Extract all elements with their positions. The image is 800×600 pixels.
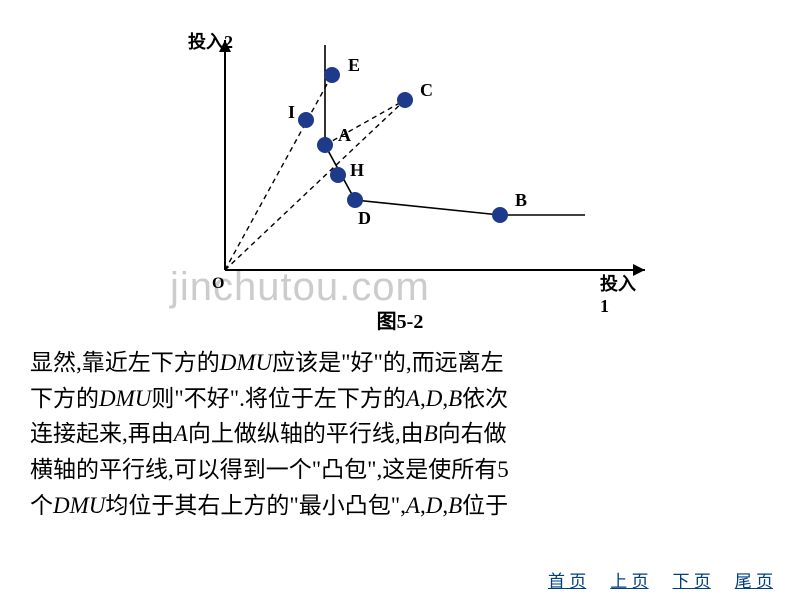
nav-last[interactable]: 尾 页 [735,572,773,591]
nav-prev[interactable]: 上 页 [610,572,648,591]
figure-caption: 图5-2 [0,305,800,334]
chart-svg: E C I AH D B [140,20,640,300]
body-paragraph: 显然,靠近左下方的DMU应该是"好"的,而远离左下方的DMU则"不好".将位于左… [30,345,770,523]
nav-next[interactable]: 下 页 [673,572,711,591]
svg-text:C: C [420,80,433,100]
svg-text:H: H [350,160,364,180]
nav-first[interactable]: 首 页 [548,572,586,591]
chart-container: ECIAHDB 投入2 投入1 O [140,20,640,300]
svg-text:I: I [288,102,295,122]
origin-label: O [212,275,224,293]
svg-text:A: A [338,125,351,145]
svg-text:B: B [515,190,527,210]
nav-bar: 首 页上 页下 页尾 页 [536,567,785,592]
svg-text:E: E [348,55,360,75]
y-axis-label: 投入2 [188,28,233,54]
svg-text:D: D [358,208,371,228]
